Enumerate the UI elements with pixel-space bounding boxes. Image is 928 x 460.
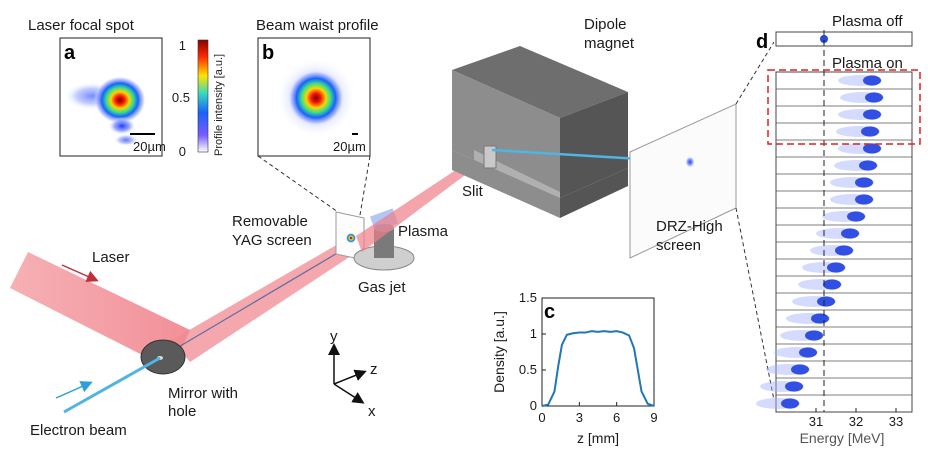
axis-z-label: z bbox=[370, 361, 378, 378]
beam-waist-profile-title: Beam waist profile bbox=[256, 17, 379, 34]
zoom-line-b-right bbox=[359, 155, 371, 216]
panel-d-letter: d bbox=[756, 31, 768, 53]
colorbar bbox=[197, 39, 209, 153]
spectrum-peak bbox=[865, 92, 883, 103]
laser-arrow bbox=[61, 264, 99, 282]
laser-focal-spot-image bbox=[64, 76, 146, 146]
panel-c-letter: c bbox=[544, 301, 555, 323]
highlight-box bbox=[767, 69, 921, 145]
chart-d-xtick-label: 33 bbox=[889, 414, 903, 429]
chart-c-ytick-label: 0 bbox=[530, 398, 537, 413]
mirror-label-2: hole bbox=[168, 403, 196, 420]
spectrum-peak bbox=[805, 330, 823, 341]
slit-label: Slit bbox=[462, 183, 484, 200]
spectrum-peak bbox=[863, 75, 881, 86]
mirror-label-1: Mirror with bbox=[168, 385, 238, 402]
dipole-label-2: magnet bbox=[584, 35, 635, 52]
spectrum-peak bbox=[781, 398, 799, 409]
spectrum-peak bbox=[827, 262, 845, 273]
zoom-line-d-bottom bbox=[735, 207, 775, 401]
chart-c-ytick-label: 1.5 bbox=[519, 290, 537, 305]
spectrum-peak bbox=[823, 279, 841, 290]
chart-c-xlabel: z [mm] bbox=[577, 430, 619, 446]
plasma-off-label: Plasma off bbox=[832, 13, 903, 30]
colorbar-tick-0: 0 bbox=[179, 144, 186, 159]
inner-beam-line bbox=[159, 241, 357, 359]
colorbar-tick-1: 1 bbox=[179, 38, 186, 53]
incoming-laser-cone bbox=[10, 252, 190, 370]
spectrum-peak bbox=[859, 160, 877, 171]
gas-jet-label: Gas jet bbox=[358, 279, 406, 296]
spectrum-peak bbox=[855, 194, 873, 205]
chart-c-xtick-label: 0 bbox=[538, 410, 545, 425]
energy-spectra-chart: 31 32 33 bbox=[756, 30, 921, 429]
chart-c-ylabel: Density [a.u.] bbox=[491, 311, 507, 393]
mirror-with-hole bbox=[140, 339, 186, 375]
chart-c-ytick-label: 1 bbox=[530, 326, 537, 341]
spectrum-peak bbox=[785, 381, 803, 392]
density-profile-chart: c z [mm] Density [a.u.] 0 3 6 9 0 0.5 1 1.5 bbox=[491, 290, 658, 446]
scale-label-a: 20µm bbox=[133, 139, 166, 154]
colorbar-label: Profile intensity [a.u.] bbox=[213, 54, 225, 156]
panel-a-letter: a bbox=[64, 42, 76, 64]
drz-label-2: screen bbox=[656, 237, 701, 254]
spectrum-peak bbox=[855, 177, 873, 188]
colorbar-tick-05: 0.5 bbox=[172, 90, 190, 105]
chart-d-xtick-label: 31 bbox=[809, 414, 823, 429]
spectrum-peak bbox=[799, 347, 817, 358]
electron-beam-label: Electron beam bbox=[30, 422, 127, 439]
spectrum-peak bbox=[847, 211, 865, 222]
laser-label: Laser bbox=[92, 249, 130, 266]
chart-c-xtick-label: 3 bbox=[576, 410, 583, 425]
dipole-label-1: Dipole bbox=[584, 16, 627, 33]
electron-beam-line bbox=[63, 356, 161, 414]
spectrum-peak bbox=[863, 109, 881, 120]
chart-d-xlabel: Energy [MeV] bbox=[800, 430, 885, 446]
yag-label-2: YAG screen bbox=[232, 232, 312, 249]
electron-beam-arrow bbox=[55, 381, 93, 399]
plasma-label: Plasma bbox=[398, 223, 449, 240]
chart-d-xtick-label: 32 bbox=[849, 414, 863, 429]
coordinate-axes bbox=[328, 343, 367, 404]
chart-c-density-line bbox=[541, 330, 655, 407]
laser-focal-spot-title: Laser focal spot bbox=[28, 17, 135, 34]
spectrum-peak bbox=[835, 245, 853, 256]
spectrum-peak bbox=[861, 126, 879, 137]
zoom-line-d-top bbox=[735, 41, 775, 105]
spectrum-peak bbox=[811, 313, 829, 324]
plasma-off-strip bbox=[775, 31, 913, 47]
drz-beam-spot bbox=[685, 156, 695, 168]
plasma-on-label: Plasma on bbox=[832, 55, 903, 72]
dipole-magnet bbox=[452, 46, 628, 218]
spectrum-peak bbox=[817, 296, 835, 307]
chart-c-frame bbox=[541, 297, 655, 407]
chart-c-xtick-label: 9 bbox=[650, 410, 657, 425]
beam-waist-image bbox=[276, 58, 356, 138]
axis-x-label: x bbox=[368, 403, 376, 420]
spectrum-peak bbox=[863, 143, 881, 154]
axis-y-label: y bbox=[330, 328, 338, 345]
spectrum-peak bbox=[791, 364, 809, 375]
scale-label-b: 20µm bbox=[333, 139, 366, 154]
spectrum-peak bbox=[841, 228, 859, 239]
yag-label-1: Removable bbox=[232, 213, 308, 230]
plasma-off-spot bbox=[820, 35, 828, 43]
drz-label-1: DRZ-High bbox=[656, 218, 723, 235]
chart-c-ytick-label: 0.5 bbox=[519, 362, 537, 377]
zoom-line-b-left bbox=[257, 155, 339, 213]
chart-c-xtick-label: 6 bbox=[613, 410, 620, 425]
panel-b-letter: b bbox=[262, 42, 274, 64]
yag-beam-spot bbox=[346, 233, 356, 243]
